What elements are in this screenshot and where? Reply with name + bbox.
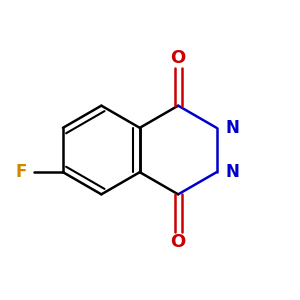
Text: N: N <box>225 119 239 137</box>
Text: O: O <box>170 50 186 68</box>
Text: F: F <box>16 163 27 181</box>
Text: N: N <box>225 163 239 181</box>
Text: O: O <box>170 232 186 250</box>
